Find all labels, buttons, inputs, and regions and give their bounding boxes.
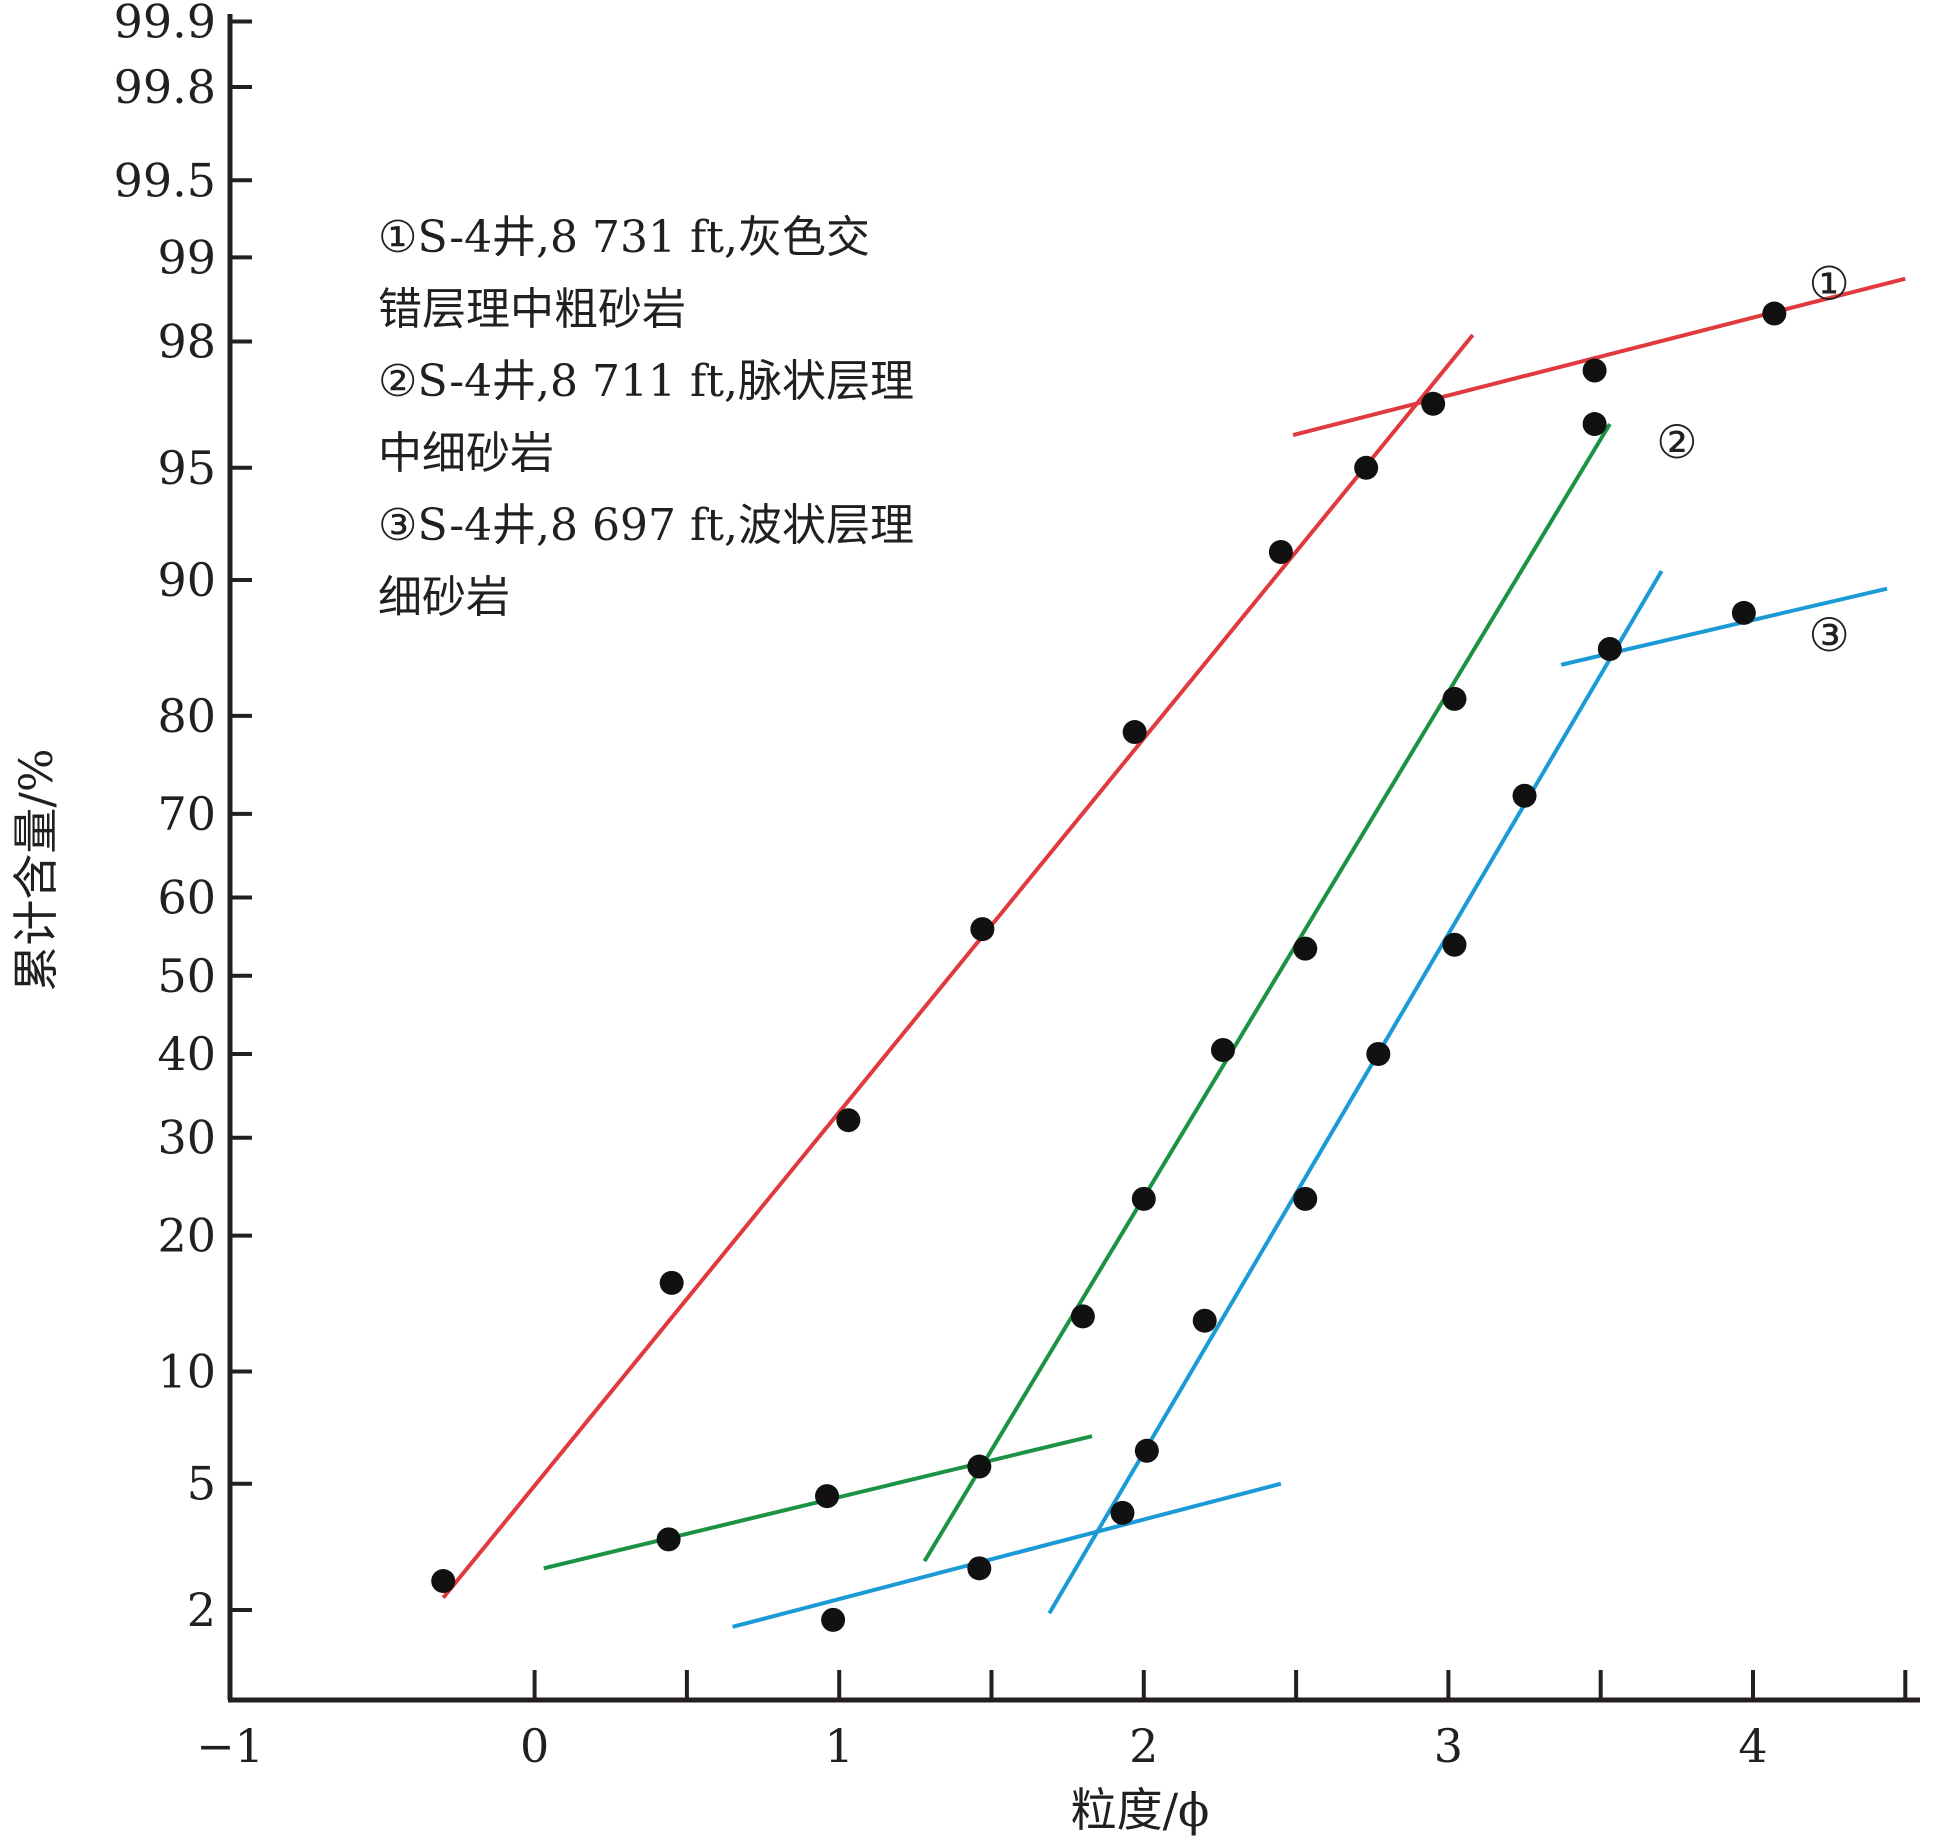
y-tick-label: 90 xyxy=(157,553,216,607)
y-tick-label: 10 xyxy=(157,1345,216,1399)
fit-line xyxy=(732,1481,1282,1629)
data-point xyxy=(1131,1186,1156,1211)
data-points xyxy=(431,301,1787,1632)
x-tick-label: 1 xyxy=(825,1719,854,1773)
fit-line xyxy=(922,422,1612,1563)
data-point xyxy=(1512,783,1537,808)
y-tick-label: 95 xyxy=(157,441,216,495)
data-point xyxy=(1597,636,1622,661)
data-point xyxy=(821,1607,846,1632)
data-point xyxy=(1421,391,1446,416)
y-tick-label: 40 xyxy=(157,1027,216,1081)
data-point xyxy=(1293,936,1318,961)
data-point xyxy=(970,917,995,942)
data-point xyxy=(1731,600,1756,625)
series-tag: ③ xyxy=(1809,608,1850,662)
x-tick-label: 4 xyxy=(1738,1719,1767,1773)
data-point xyxy=(1122,720,1147,745)
data-point xyxy=(1354,455,1379,480)
fit-line xyxy=(1047,570,1664,1615)
y-tick-label: 99 xyxy=(157,230,216,284)
y-tick-label: 80 xyxy=(157,689,216,743)
y-tick-label: 20 xyxy=(157,1209,216,1263)
y-tick-label: 98 xyxy=(157,315,216,369)
data-point xyxy=(656,1527,681,1552)
data-point xyxy=(431,1569,456,1594)
data-point xyxy=(1110,1500,1135,1525)
data-point xyxy=(1582,412,1607,437)
y-tick-label: 60 xyxy=(157,871,216,925)
data-point xyxy=(1268,540,1293,565)
legend-line: ③S-4井,8 697 ft,波状层理 xyxy=(378,500,914,551)
data-point xyxy=(1366,1042,1391,1067)
y-tick-label: 99.8 xyxy=(114,60,216,114)
data-point xyxy=(1070,1304,1095,1329)
data-point xyxy=(1442,686,1467,711)
series-tag: ① xyxy=(1809,257,1850,311)
y-tick-label: 5 xyxy=(187,1457,216,1511)
series-tags: ① ② ③ xyxy=(1656,257,1850,663)
fit-lines xyxy=(441,276,1906,1629)
fit-line xyxy=(441,333,1475,1600)
x-axis-title: 粒度/ϕ xyxy=(1071,1783,1210,1837)
x-tick-label: 2 xyxy=(1129,1719,1158,1773)
data-point xyxy=(967,1556,992,1581)
y-tick-label: 30 xyxy=(157,1111,216,1165)
x-tick-label: 0 xyxy=(520,1719,549,1773)
legend-line: ②S-4井,8 711 ft,脉状层理 xyxy=(378,356,914,407)
y-axis-title: 累计含量/% xyxy=(9,748,63,991)
y-tick-label: 50 xyxy=(157,949,216,1003)
y-tick-label: 2 xyxy=(187,1583,216,1637)
legend-line: ①S-4井,8 731 ft,灰色交 xyxy=(378,212,870,263)
data-point xyxy=(1192,1308,1217,1333)
legend-line: 中细砂岩 xyxy=(378,428,554,479)
x-axis-ticks: −1 0 1 2 3 4 xyxy=(196,1670,1908,1773)
x-tick-label: 3 xyxy=(1434,1719,1463,1773)
data-point xyxy=(1582,358,1607,383)
data-point xyxy=(659,1270,684,1295)
legend-line: 错层理中粗砂岩 xyxy=(378,284,686,335)
data-point xyxy=(1442,932,1467,957)
y-tick-label: 99.9 xyxy=(114,0,216,48)
legend-line: 细砂岩 xyxy=(378,572,510,623)
y-axis-ticks: 2 5 10 20 30 40 50 60 70 80 90 95 98 99 99.5 99.8 99.9 xyxy=(114,0,252,1637)
data-point xyxy=(836,1108,861,1133)
data-point xyxy=(815,1484,840,1509)
y-tick-label: 99.5 xyxy=(114,153,216,207)
data-point xyxy=(967,1454,992,1479)
data-point xyxy=(1134,1438,1159,1463)
series-tag: ② xyxy=(1656,415,1697,469)
x-tick-label: −1 xyxy=(196,1719,264,1773)
fit-line xyxy=(1292,276,1906,438)
y-tick-label: 70 xyxy=(157,787,216,841)
data-point xyxy=(1762,301,1787,326)
data-point xyxy=(1293,1186,1318,1211)
data-point xyxy=(1210,1038,1235,1063)
